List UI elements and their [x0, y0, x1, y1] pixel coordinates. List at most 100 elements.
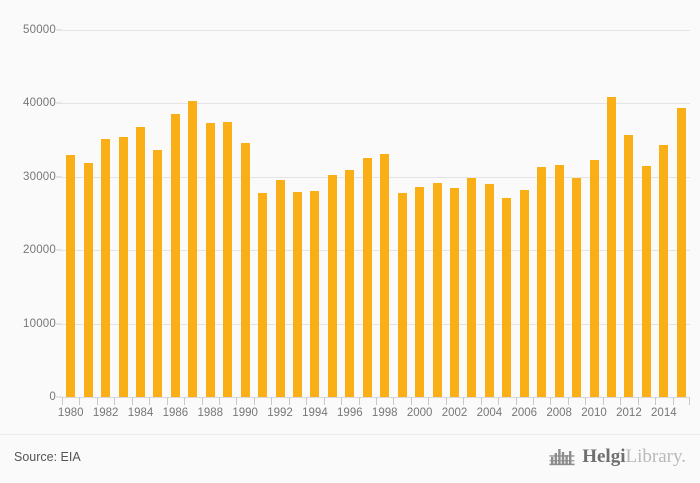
bar-1982[interactable]: [101, 138, 111, 397]
bar-2014[interactable]: [659, 145, 669, 397]
bar-1997[interactable]: [362, 158, 372, 397]
x-axis-tick: [323, 397, 325, 405]
x-axis-tick: [428, 397, 430, 405]
y-axis-tick: [56, 102, 62, 104]
bar-1993[interactable]: [292, 192, 303, 397]
x-axis-tick: [533, 397, 534, 405]
bar-chart-logo-icon: [549, 449, 575, 466]
bar-2012[interactable]: [624, 134, 634, 397]
y-axis-tick: [56, 396, 62, 398]
x-axis-tick-label: 2004: [476, 407, 503, 419]
x-axis-tick: [201, 397, 203, 405]
bar-1989[interactable]: [223, 121, 233, 397]
bar-1999[interactable]: [397, 192, 407, 397]
x-axis-tick: [410, 397, 412, 405]
x-axis-tick-label: 2012: [616, 407, 642, 419]
bar-2005[interactable]: [502, 198, 512, 397]
x-axis-tick-label: 2014: [651, 407, 677, 419]
bar-2015[interactable]: [676, 107, 686, 397]
x-axis-tick: [271, 397, 273, 405]
y-axis-tick: [56, 29, 62, 31]
bar-1980[interactable]: [66, 154, 76, 397]
x-axis-tick-label: 2000: [406, 407, 433, 419]
bar-series: [62, 30, 690, 397]
gridline: [62, 30, 690, 31]
bar-2001[interactable]: [432, 183, 442, 397]
x-axis-tick-label: 1988: [197, 407, 224, 419]
source-note: Source: EIA: [14, 450, 81, 464]
x-axis-tick-label: 1994: [302, 407, 328, 419]
x-axis-tick: [463, 397, 465, 405]
x-axis-tick: [306, 397, 308, 405]
x-axis-tick: [358, 397, 360, 405]
bar-2008[interactable]: [554, 165, 564, 397]
x-axis-tick: [445, 397, 447, 405]
bar-1995[interactable]: [327, 175, 337, 397]
x-axis-tick: [341, 397, 343, 405]
bar-2006[interactable]: [519, 190, 529, 397]
bar-2011[interactable]: [606, 96, 617, 397]
x-axis-tick: [219, 397, 220, 405]
x-axis-tick: [602, 397, 604, 405]
bar-1984[interactable]: [135, 126, 146, 397]
bar-1991[interactable]: [258, 192, 268, 397]
x-axis-tick: [550, 397, 552, 405]
y-axis-tick-label: 50000: [23, 24, 56, 36]
gridline: [62, 250, 690, 252]
footer-divider: [0, 434, 700, 435]
x-axis-tick-label: 1980: [57, 407, 84, 419]
x-axis-tick-label: 1986: [162, 407, 189, 419]
x-axis-tick-label: 2008: [546, 407, 572, 419]
brand-name-suffix: .: [681, 445, 686, 467]
x-axis-tick: [672, 397, 674, 405]
gridline: [62, 176, 690, 178]
bar-2000[interactable]: [415, 187, 425, 397]
x-axis-tick-label: 1998: [371, 407, 398, 419]
bar-1987[interactable]: [188, 101, 198, 397]
bar-1990[interactable]: [240, 143, 250, 397]
y-axis-tick: [56, 176, 62, 178]
bar-2009[interactable]: [572, 178, 582, 397]
bar-1996[interactable]: [345, 170, 355, 397]
bar-2013[interactable]: [641, 165, 651, 397]
bar-1992[interactable]: [275, 180, 285, 397]
x-axis-tick: [253, 397, 255, 405]
x-axis-tick-label: 2010: [581, 407, 607, 419]
gridline: [62, 103, 690, 105]
x-axis-tick-label: 1992: [267, 407, 293, 419]
x-axis-tick-label: 1996: [337, 407, 363, 419]
x-axis-tick: [620, 397, 622, 405]
bar-2004[interactable]: [484, 184, 494, 397]
x-axis-tick-label: 2006: [511, 407, 538, 419]
x-axis-tick-label: 1990: [232, 407, 258, 419]
bar-2010[interactable]: [589, 159, 599, 397]
x-axis-tick-label: 1984: [127, 407, 154, 419]
bar-2007[interactable]: [537, 167, 547, 397]
bar-2002[interactable]: [449, 187, 460, 397]
x-axis-tick: [149, 397, 151, 405]
bar-1998[interactable]: [380, 154, 390, 397]
x-axis-tick: [393, 397, 395, 405]
x-axis-tick: [62, 397, 63, 405]
bar-1981[interactable]: [83, 162, 93, 397]
bar-1985[interactable]: [153, 149, 163, 397]
brand-logo[interactable]: HelgiLibrary.: [549, 446, 686, 466]
x-axis-tick: [131, 397, 133, 405]
x-axis-tick-label: 2002: [441, 407, 468, 419]
x-axis-tick: [689, 397, 690, 405]
bar-1986[interactable]: [170, 114, 180, 397]
bar-2003[interactable]: [467, 177, 477, 397]
x-axis-tick: [79, 397, 81, 405]
bar-1994[interactable]: [310, 190, 320, 397]
x-axis-tick: [96, 397, 98, 405]
x-axis-tick: [655, 397, 657, 405]
bar-1983[interactable]: [118, 137, 128, 397]
x-axis-tick: [567, 397, 569, 405]
brand-text: HelgiLibrary.: [582, 447, 686, 466]
y-axis: 0 10000 20000 30000 40000 50000: [0, 24, 62, 403]
bar-1988[interactable]: [205, 123, 215, 397]
x-axis-tick: [184, 397, 186, 405]
y-axis-tick-label: 0: [49, 391, 56, 403]
y-axis-tick-label: 30000: [23, 170, 56, 183]
